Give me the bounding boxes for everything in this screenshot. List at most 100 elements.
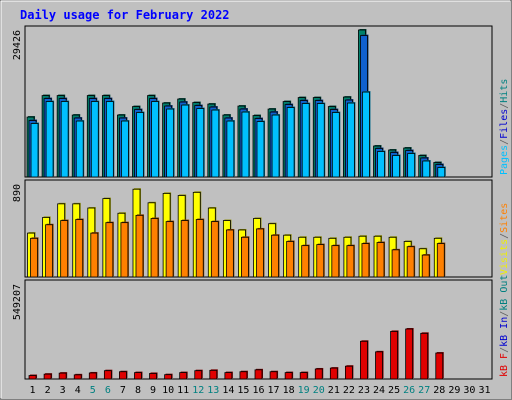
legend-entry: Sites: [499, 203, 510, 233]
bar-kb-f: [360, 340, 369, 380]
bar-sites: [436, 242, 446, 278]
legend-entry: kB F: [499, 353, 510, 377]
bar-kb-f: [284, 371, 294, 380]
bar-kb-f: [134, 371, 143, 380]
x-tick-label: 29: [448, 385, 460, 396]
bar-kb-f: [390, 330, 399, 380]
bar-sites: [45, 223, 54, 278]
bar-pages: [286, 106, 296, 178]
x-tick-label: 25: [388, 385, 400, 396]
bar-pages: [241, 111, 250, 178]
bar-pages: [226, 120, 235, 178]
bar-pages: [392, 154, 401, 178]
legend-entry: /: [499, 139, 510, 145]
bar-kb-f: [119, 370, 128, 380]
x-tick-label: 11: [177, 385, 189, 396]
chart-panels: 29426Pages/Files/Hits890Visits/Sites5492…: [12, 25, 510, 380]
bar-sites: [286, 240, 295, 278]
bar-kb-f: [344, 365, 354, 380]
bar-pages: [301, 102, 311, 178]
bar-pages: [30, 122, 40, 178]
x-tick-label: 21: [328, 385, 340, 396]
bar-pages: [316, 102, 326, 178]
legend-entry: kB In: [499, 317, 510, 347]
x-tick-label: 22: [343, 385, 355, 396]
bar-pages: [331, 111, 341, 178]
bar-pages: [256, 120, 265, 178]
legend: Visits/Sites: [499, 203, 510, 275]
x-tick-label: 30: [463, 385, 475, 396]
bar-sites: [75, 218, 84, 278]
x-tick-label: 3: [60, 385, 66, 396]
bar-kb-f: [314, 367, 324, 380]
bar-kb-f: [405, 328, 414, 380]
x-tick-label: 13: [207, 385, 219, 396]
bar-kb-f: [149, 372, 158, 380]
bar-pages: [422, 160, 431, 178]
bar-pages: [151, 100, 160, 178]
legend-entry: kB Out: [499, 275, 510, 311]
bar-sites: [241, 236, 250, 278]
bar-kb-f: [420, 332, 429, 380]
bar-sites: [105, 221, 114, 278]
x-tick-label: 20: [313, 385, 325, 396]
bar-kb-f: [179, 371, 188, 380]
legend-entry: /: [499, 233, 510, 239]
bar-sites: [346, 244, 355, 278]
bar-pages: [136, 111, 145, 178]
legend-entry: Files: [499, 109, 510, 139]
x-tick-label: 28: [433, 385, 445, 396]
bar-sites: [90, 232, 99, 278]
x-tick-label: 14: [222, 385, 234, 396]
bar-kb-f: [28, 374, 38, 380]
x-tick-label: 6: [105, 385, 111, 396]
bar-sites: [150, 217, 160, 278]
bar-kb-f: [435, 352, 444, 380]
x-tick-label: 1: [30, 385, 36, 396]
legend-entry: /: [499, 347, 510, 353]
legend-entry: /: [499, 103, 510, 109]
x-tick-label: 10: [162, 385, 174, 396]
bar-sites: [421, 254, 431, 278]
bar-sites: [316, 243, 325, 278]
legend-entry: Hits: [499, 79, 510, 103]
bar-pages: [362, 91, 371, 178]
bar-sites: [135, 214, 144, 278]
bar-sites: [60, 219, 69, 278]
bar-kb-f: [224, 371, 233, 380]
x-tick-label: 8: [135, 385, 141, 396]
x-tick-label: 27: [418, 385, 430, 396]
bar-kb-f: [58, 372, 68, 380]
bar-pages: [75, 120, 85, 178]
bar-pages: [121, 120, 130, 178]
bar-pages: [45, 100, 55, 178]
bar-sites: [361, 242, 370, 278]
x-tick-label: 31: [478, 385, 490, 396]
x-tick-label: 16: [252, 385, 264, 396]
y-max-label: 549207: [12, 284, 23, 320]
bar-pages: [346, 102, 356, 178]
bar-pages: [60, 100, 70, 178]
bar-kb-f: [88, 371, 98, 380]
bar-sites: [256, 227, 265, 278]
bar-sites: [391, 248, 401, 278]
x-tick-label: 12: [192, 385, 204, 396]
legend-entry: Visits: [499, 239, 510, 275]
legend-entry: Pages: [499, 145, 510, 175]
bar-pages: [377, 150, 386, 178]
bar-kb-f: [43, 373, 53, 380]
bar-kb-f: [375, 350, 384, 380]
bar-pages: [437, 166, 446, 178]
bar-sites: [376, 241, 386, 278]
x-tick-label: 4: [75, 385, 81, 396]
y-max-label: 29426: [12, 30, 23, 60]
x-tick-label: 5: [90, 385, 96, 396]
bar-sites: [30, 237, 39, 278]
x-tick-label: 7: [120, 385, 126, 396]
x-tick-label: 2: [45, 385, 51, 396]
plot-area: [24, 279, 493, 380]
x-tick-label: 23: [358, 385, 370, 396]
